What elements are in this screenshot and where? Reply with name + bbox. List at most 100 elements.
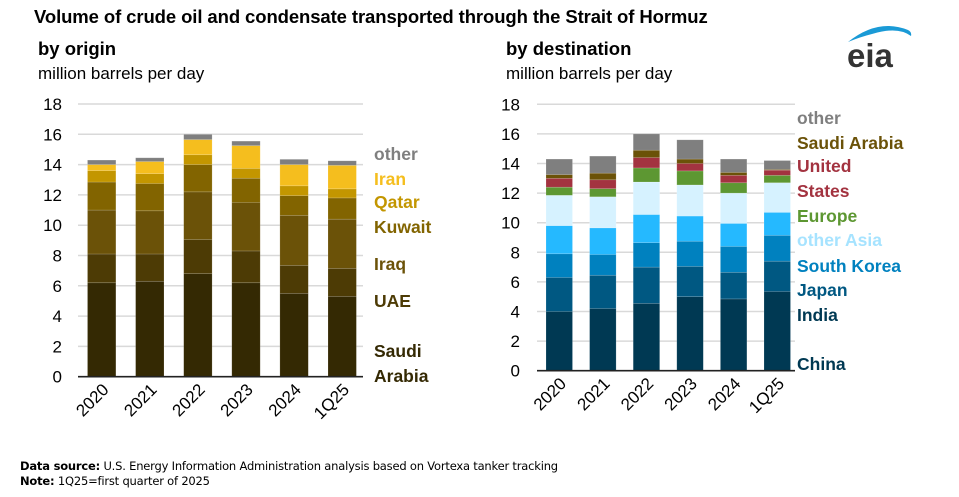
destination-bar-china-2024 [720, 298, 748, 372]
destination-legend-label: United [797, 156, 851, 176]
origin-y-tick-label: 18 [43, 95, 62, 114]
destination-bar-saudi-arabia-2020 [545, 174, 573, 179]
origin-bar-other-2021 [135, 157, 165, 162]
origin-y-tick-label: 2 [53, 337, 62, 356]
destination-legend-label: South Korea [797, 256, 901, 276]
destination-x-tick-label: 1Q25 [745, 374, 788, 417]
destination-y-tick-label: 0 [511, 362, 520, 381]
destination-legend-label: States [797, 181, 850, 201]
origin-bar-other-2020 [87, 159, 117, 165]
destination-y-tick-label: 2 [511, 332, 520, 351]
destination-bar-other-2021 [589, 155, 617, 174]
destination-bar-europe-2023 [676, 170, 704, 186]
origin-legend-label: Qatar [374, 192, 420, 212]
destination-bar-japan-1q25 [763, 234, 791, 262]
destination-legend-label: other Asia [797, 230, 882, 250]
origin-bar-qatar-2023 [231, 168, 261, 179]
destination-legend-label: Europe [797, 206, 858, 226]
origin-bar-kuwait-2024 [279, 195, 309, 216]
origin-x-tick-label: 2021 [120, 380, 160, 420]
origin-legend-label: Kuwait [374, 217, 432, 237]
destination-bar-south-korea-1q25 [763, 212, 791, 236]
origin-bar-uae-2024 [279, 265, 309, 294]
origin-bar-uae-2022 [183, 239, 213, 274]
destination-x-tick-label: 2022 [617, 374, 657, 414]
destination-bar-india-2020 [545, 277, 573, 312]
origin-y-tick-label: 4 [53, 307, 62, 326]
origin-chart: 0 2 4 6 8 10 12 14 16 18 2020 2021 2022 2023 2024 1Q25 o… [43, 95, 431, 423]
origin-y-tick-label: 10 [43, 216, 62, 235]
destination-bar-south-korea-2023 [676, 215, 704, 242]
origin-bar-iran-2023 [231, 145, 261, 169]
origin-bar-uae-2021 [135, 253, 165, 282]
destination-bar-other-asia-2023 [676, 184, 704, 217]
destination-legend-label: China [797, 354, 846, 374]
logo-text: eia [847, 37, 894, 72]
destination-bar-china-1q25 [763, 291, 791, 371]
destination-bar-saudi-arabia-2024 [720, 172, 748, 176]
destination-bar-saudi-arabia-2022 [632, 149, 661, 158]
right-chart-subtitle: by destination [506, 38, 632, 59]
destination-bar-europe-2021 [589, 188, 617, 198]
destination-chart: 0 2 4 6 8 10 12 14 16 18 2020 2021 2022 2023 2024 1Q25 o… [501, 95, 904, 417]
destination-y-tick-label: 6 [511, 273, 520, 292]
destination-bar-india-2022 [632, 266, 661, 304]
destination-bar-south-korea-2020 [545, 225, 573, 255]
origin-bar-uae-2023 [231, 250, 261, 284]
origin-x-tick-label: 2024 [265, 380, 305, 420]
origin-bar-saudi-arabia-2024 [279, 293, 309, 377]
destination-y-tick-label: 10 [501, 214, 520, 233]
origin-bar-kuwait-2023 [231, 177, 261, 203]
origin-legend-label: Iraq [374, 254, 406, 274]
origin-bar-iran-1q25 [327, 165, 357, 190]
destination-bar-china-2023 [676, 296, 704, 372]
destination-bar-china-2020 [545, 311, 573, 372]
destination-bar-other-asia-2020 [545, 195, 573, 226]
origin-y-tick-label: 16 [43, 125, 62, 144]
origin-bar-kuwait-2020 [87, 181, 117, 211]
origin-bar-saudi-arabia-2020 [87, 282, 117, 377]
destination-bar-china-2022 [632, 303, 661, 371]
destination-bar-other-asia-2024 [720, 192, 748, 224]
destination-bar-europe-2020 [545, 186, 573, 196]
destination-bar-india-2024 [720, 271, 748, 300]
destination-bar-japan-2020 [545, 253, 573, 278]
note-label: Note: [20, 474, 55, 488]
destination-bar-japan-2021 [589, 254, 617, 276]
origin-legend-label: other [374, 144, 418, 164]
origin-bar-qatar-2024 [279, 185, 309, 196]
origin-bar-iran-2022 [183, 139, 213, 156]
origin-bar-iraq-2022 [183, 191, 213, 240]
destination-bar-other-2024 [720, 158, 748, 173]
origin-legend-label: Arabia [374, 366, 429, 386]
destination-y-tick-label: 18 [501, 95, 520, 114]
destination-y-tick-label: 14 [501, 155, 520, 174]
destination-y-tick-label: 4 [511, 303, 520, 322]
destination-bar-other-2020 [545, 158, 573, 175]
destination-bar-china-2021 [589, 308, 617, 372]
origin-bar-saudi-arabia-2021 [135, 280, 165, 378]
destination-bar-south-korea-2024 [720, 223, 748, 247]
note-text: 1Q25=first quarter of 2025 [54, 474, 210, 488]
destination-bar-united-states-2023 [676, 163, 704, 172]
destination-bar-other-asia-2022 [632, 181, 661, 215]
destination-bar-south-korea-2022 [632, 214, 661, 243]
origin-x-tick-label: 2022 [169, 380, 209, 420]
destination-x-tick-label: 2020 [530, 374, 570, 414]
destination-bar-saudi-arabia-2021 [589, 172, 617, 181]
origin-y-tick-label: 14 [43, 156, 62, 175]
destination-bar-india-1q25 [763, 260, 791, 292]
origin-bar-kuwait-1q25 [327, 197, 357, 220]
destination-y-tick-label: 16 [501, 125, 520, 144]
origin-x-tick-label: 2020 [72, 380, 112, 420]
destination-y-tick-label: 8 [511, 243, 520, 262]
origin-bar-iran-2020 [87, 164, 117, 171]
destination-bar-united-states-2024 [720, 175, 748, 184]
origin-bar-kuwait-2022 [183, 164, 213, 193]
origin-bar-iraq-2021 [135, 210, 165, 255]
destination-x-tick-label: 2023 [661, 374, 701, 414]
destination-bar-other-2022 [632, 133, 661, 151]
origin-bar-other-2023 [231, 140, 261, 146]
left-chart-subtitle: by origin [38, 38, 117, 59]
origin-legend-label: UAE [374, 291, 411, 311]
